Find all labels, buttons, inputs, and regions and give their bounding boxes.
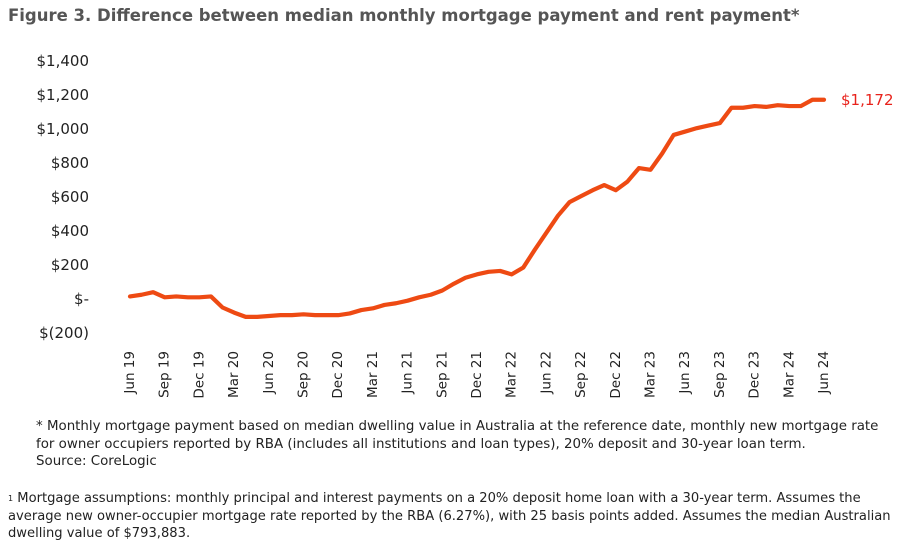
footnote-marker: 1	[8, 494, 14, 503]
x-tick-label: Jun 23	[677, 351, 693, 395]
source-note: Source: CoreLogic	[36, 454, 157, 469]
asterisk-note: * Monthly mortgage payment based on medi…	[36, 419, 879, 452]
x-tick-label: Dec 20	[330, 351, 346, 399]
y-tick-label: $(200)	[39, 324, 89, 342]
x-tick-label: Mar 21	[365, 351, 381, 398]
x-tick-label: Sep 21	[434, 351, 450, 398]
series-line	[127, 97, 827, 319]
x-tick-label: Jun 21	[400, 351, 416, 395]
x-tick-label: Dec 23	[747, 351, 763, 399]
x-tick-label: Dec 21	[469, 351, 485, 399]
x-tick-label: Sep 23	[712, 351, 728, 398]
figure-title: Figure 3. Difference between median mont…	[8, 6, 800, 25]
x-tick-label: Mar 24	[781, 351, 797, 398]
x-tick-label: Jun 20	[261, 351, 277, 395]
x-tick-label: Jun 19	[122, 351, 138, 395]
end-value-label: $1,172	[841, 91, 894, 109]
chart-notes: * Monthly mortgage payment based on medi…	[36, 418, 896, 471]
footnote-text: Mortgage assumptions: monthly principal …	[8, 491, 891, 541]
x-tick-label: Mar 23	[643, 351, 659, 398]
x-tick-label: Sep 22	[573, 351, 589, 398]
y-tick-label: $1,400	[37, 52, 90, 70]
x-tick-label: Dec 22	[608, 351, 624, 399]
y-tick-label: $1,200	[37, 86, 90, 104]
y-tick-label: $-	[74, 290, 89, 308]
x-tick-label: Dec 19	[191, 351, 207, 399]
line-chart: $(200) $- $200 $400 $600 $800 $1,000 $1,200 $1,4…	[37, 52, 894, 399]
y-tick-label: $400	[51, 222, 89, 240]
y-tick-label: $1,000	[37, 120, 90, 138]
footnote: 1 Mortgage assumptions: monthly principa…	[8, 490, 903, 543]
x-tick-label: Jun 22	[538, 351, 554, 395]
x-tick-label: Mar 20	[226, 351, 242, 398]
x-tick-label: Sep 20	[296, 351, 312, 398]
y-tick-label: $800	[51, 154, 89, 172]
x-tick-label: Mar 22	[504, 351, 520, 398]
x-tick-label: Sep 19	[157, 351, 173, 398]
y-tick-label: $200	[51, 256, 89, 274]
y-tick-label: $600	[51, 188, 89, 206]
x-tick-label: Jun 24	[816, 351, 832, 395]
x-axis: Jun 19 Sep 19 Dec 19 Mar 20 Jun 20 Sep 20 Dec …	[122, 351, 832, 399]
y-axis: $(200) $- $200 $400 $600 $800 $1,000 $1,200 $1,4…	[37, 52, 90, 342]
